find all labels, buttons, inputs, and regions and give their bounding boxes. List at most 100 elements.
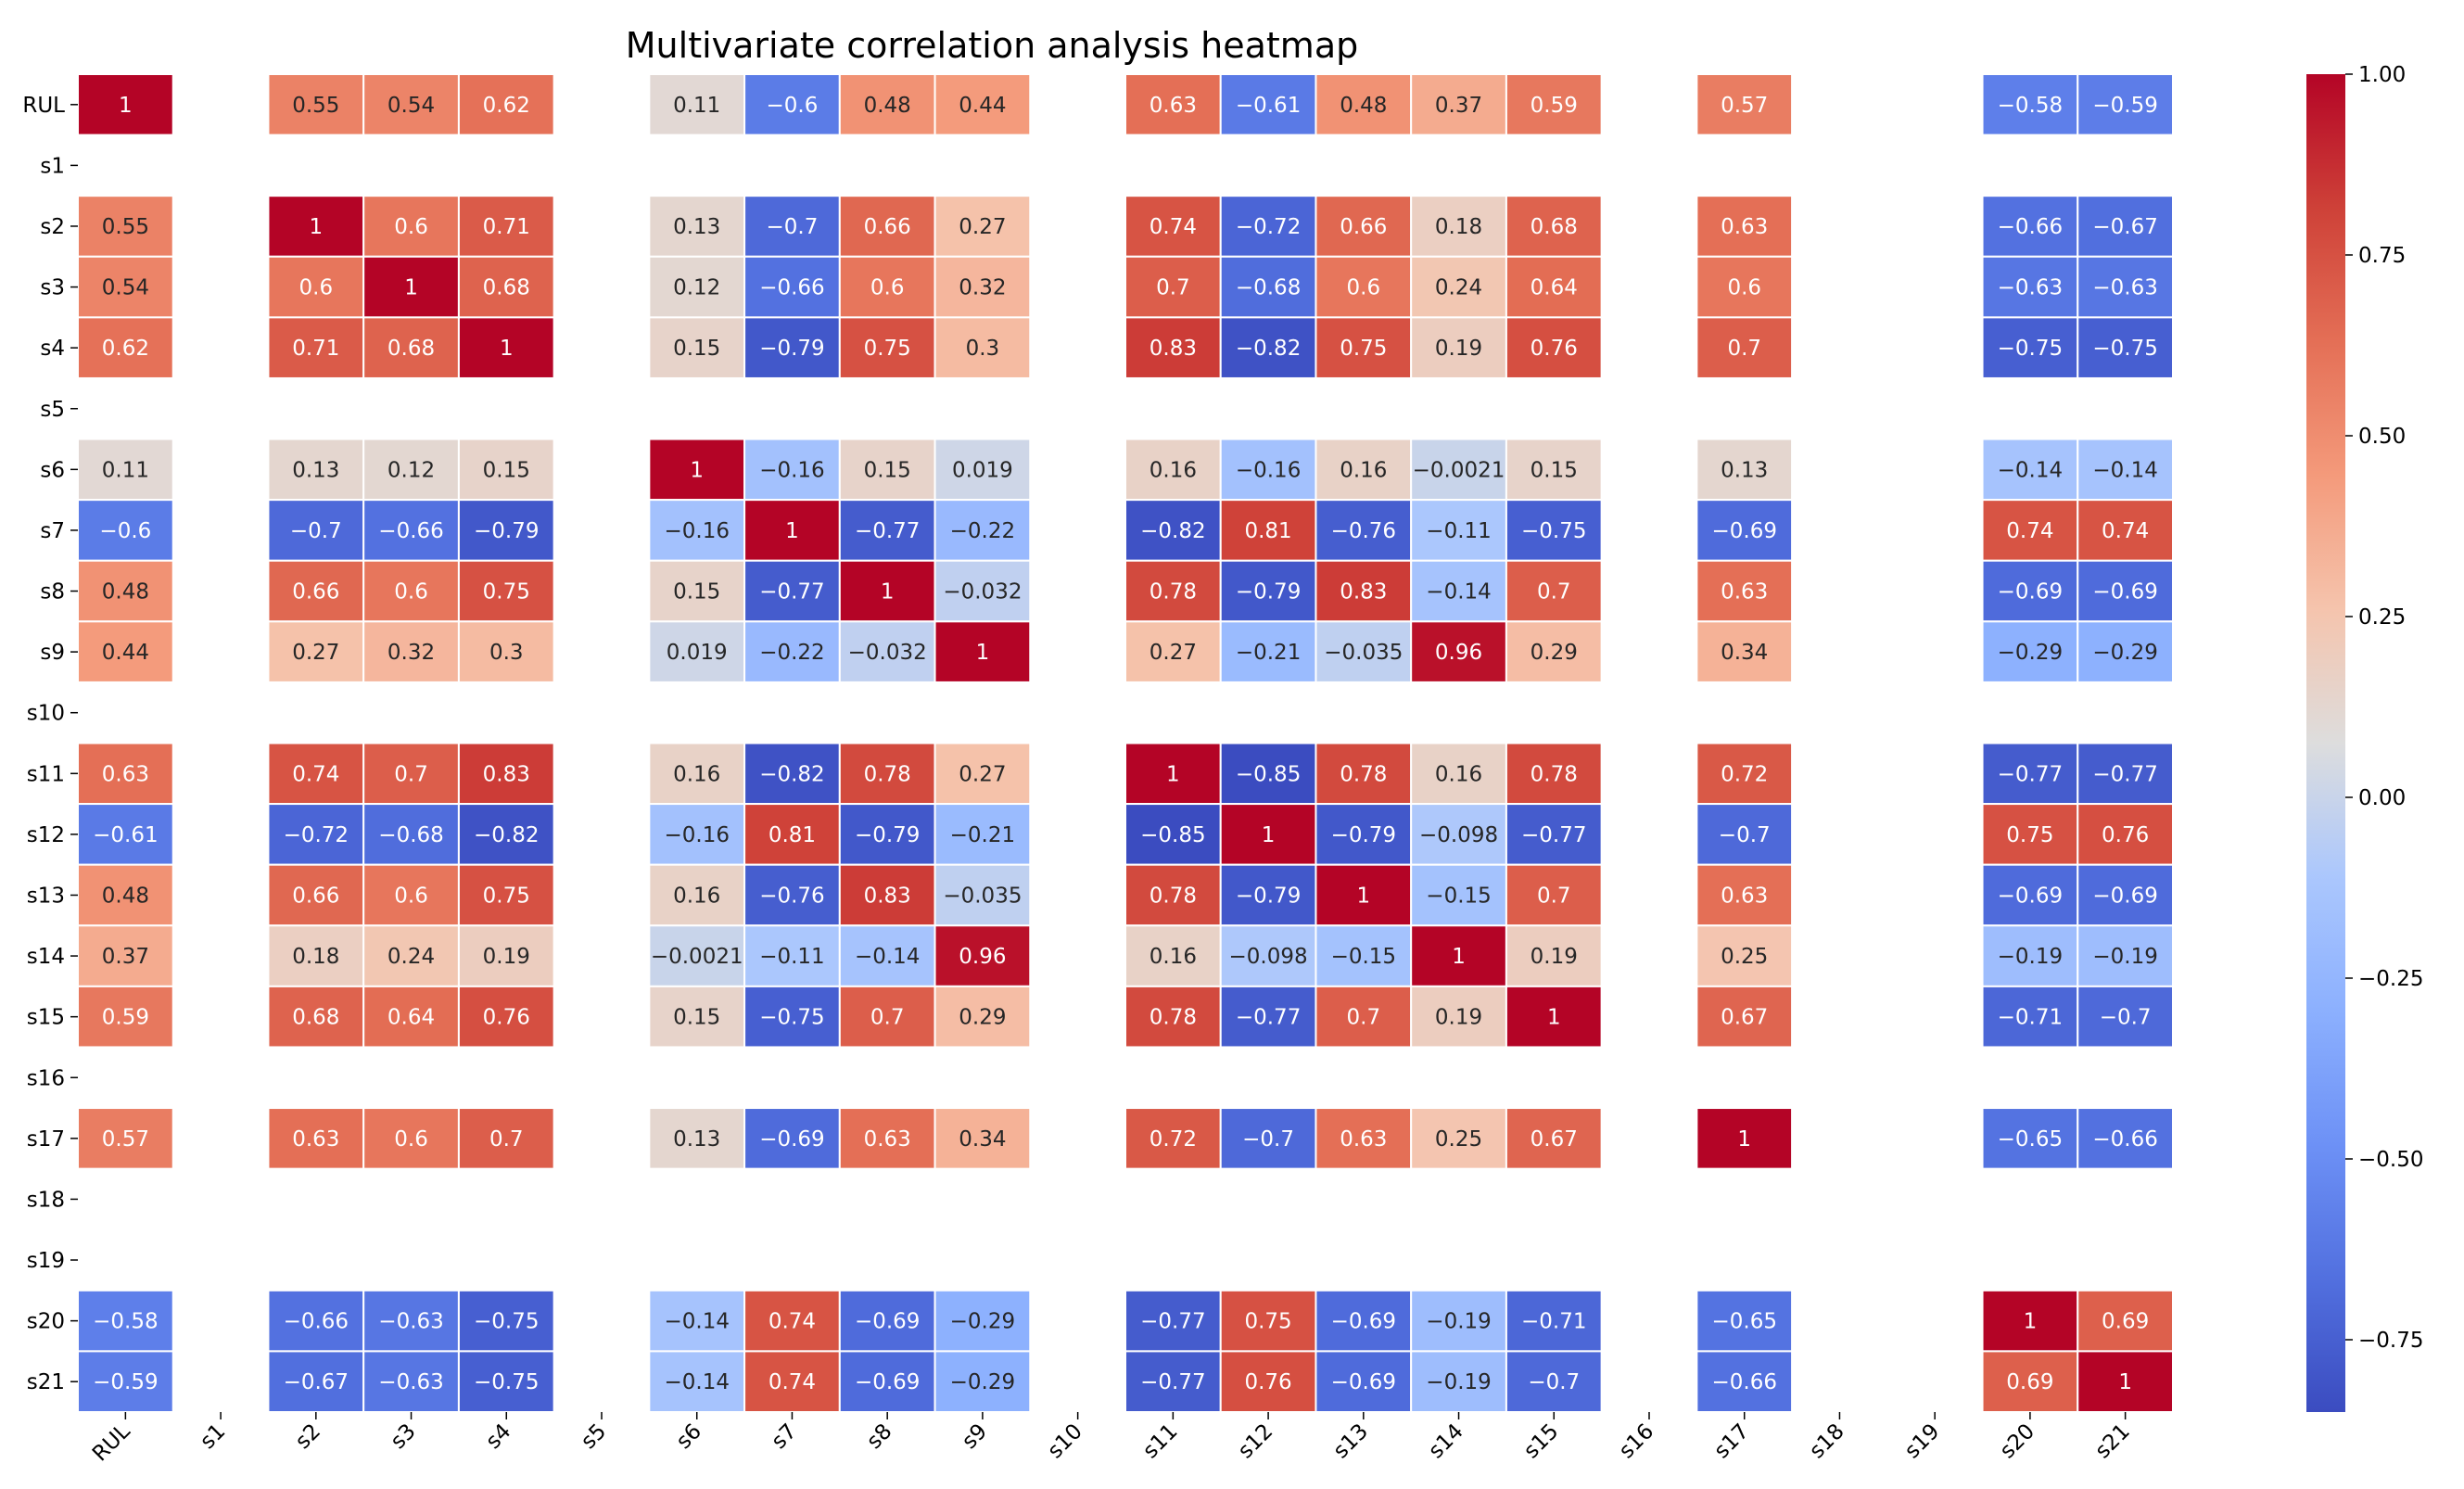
x-label-s15: s15: [1519, 1419, 1564, 1464]
cell-value-s9-s11: 0.27: [1149, 641, 1197, 665]
colorbar-ticks: 1.00 0.75 0.50 0.25 0.00 −0.25 −0.50 −0.75: [2345, 63, 2423, 1353]
heatmap-cell-s20-s7: [743, 1289, 841, 1353]
heatmap-cell-s3-s12: [1219, 255, 1317, 319]
heatmap-cell-s6-s15: [1505, 438, 1603, 502]
x-label-s10: s10: [1043, 1419, 1087, 1464]
cell-value-s8-s7: −0.77: [759, 580, 824, 605]
cell-value-s17-s7: −0.69: [759, 1127, 824, 1152]
heatmap-cell-s13-s2: [267, 863, 365, 927]
y-label-s11: s11: [27, 762, 65, 786]
heatmap-cell-s6-s7: [743, 438, 841, 502]
heatmap-cell-s20-s3: [362, 1289, 460, 1353]
cell-value-s21-RUL: −0.59: [93, 1370, 158, 1394]
cell-value-s9-s20: −0.29: [1998, 641, 2063, 665]
cell-value-s12-s20: 0.75: [2006, 823, 2053, 847]
cell-value-s9-s13: −0.035: [1324, 641, 1403, 665]
heatmap-cell-s8-s11: [1124, 559, 1222, 623]
heatmap-cell-s8-s7: [743, 559, 841, 623]
cell-value-s15-s9: 0.29: [959, 1006, 1006, 1030]
cell-value-s7-s17: −0.69: [1711, 519, 1776, 543]
heatmap-cell-s2-s3: [362, 195, 460, 258]
cell-value-s14-s11: 0.16: [1149, 945, 1197, 969]
heatmap-cell-s13-s15: [1505, 863, 1603, 927]
cell-value-s7-s13: −0.76: [1331, 519, 1396, 543]
cell-value-s6-s17: 0.13: [1721, 458, 1768, 482]
heatmap-cell-s4-RUL: [77, 316, 174, 379]
colorbar-tick-label: 1.00: [2358, 63, 2406, 87]
y-label-s3: s3: [40, 276, 65, 300]
heatmap-cell-s6-s13: [1315, 438, 1413, 502]
cell-value-RUL-s21: −0.59: [2092, 94, 2157, 118]
cell-value-s14-s13: −0.15: [1331, 945, 1396, 969]
heatmap-cell-s12-RUL: [77, 803, 174, 866]
cell-value-RUL-s20: −0.58: [1998, 94, 2063, 118]
cell-value-s15-s12: −0.77: [1236, 1006, 1301, 1030]
heatmap-cell-s4-s13: [1315, 316, 1413, 379]
heatmap-cell-s17-s9: [934, 1107, 1032, 1170]
heatmap-cell-RUL-s9: [934, 73, 1032, 136]
heatmap-cell-s6-s6: [648, 438, 746, 502]
x-label-s6: s6: [672, 1419, 706, 1454]
heatmap-cell-s20-s4: [457, 1289, 555, 1353]
cell-value-s13-s12: −0.79: [1236, 884, 1301, 908]
cell-value-s4-s4: 1: [500, 337, 514, 361]
cell-value-s3-s8: 0.6: [870, 276, 905, 300]
cell-value-s9-RUL: 0.44: [102, 641, 149, 665]
heatmap-cell-s21-s4: [457, 1350, 555, 1413]
cell-value-s21-s12: 0.76: [1244, 1370, 1291, 1394]
heatmap-cell-s15-s8: [838, 985, 936, 1049]
cell-value-s21-s15: −0.7: [1528, 1370, 1580, 1394]
cell-value-s11-s20: −0.77: [1998, 762, 2063, 786]
cell-value-s20-s6: −0.14: [664, 1310, 729, 1334]
heatmap-cell-s12-s13: [1315, 803, 1413, 866]
heatmap-cell-s17-s20: [1981, 1107, 2079, 1170]
cell-value-s21-s11: −0.77: [1140, 1370, 1205, 1394]
heatmap-cell-s8-s21: [2077, 559, 2174, 623]
cell-value-s8-s9: −0.032: [943, 580, 1022, 605]
cell-value-s20-s2: −0.66: [284, 1310, 349, 1334]
x-label-s5: s5: [577, 1419, 611, 1454]
cell-value-s2-s20: −0.66: [1998, 215, 2063, 239]
heatmap-cell-s6-s4: [457, 438, 555, 502]
heatmap-cell-s7-s9: [934, 499, 1032, 562]
heatmap-cell-s14-s6: [648, 924, 746, 987]
heatmap-cell-s17-s21: [2077, 1107, 2174, 1170]
cell-value-s3-s14: 0.24: [1435, 276, 1482, 300]
cell-value-s6-s3: 0.12: [387, 458, 435, 482]
cell-value-s9-s17: 0.34: [1721, 641, 1768, 665]
heatmap-cell-RUL-s12: [1219, 73, 1317, 136]
heatmap-cell-s9-s20: [1981, 620, 2079, 683]
cell-value-RUL-s13: 0.48: [1340, 94, 1387, 118]
heatmap-cell-s4-s15: [1505, 316, 1603, 379]
heatmap-cell-s9-s17: [1696, 620, 1794, 683]
cell-value-RUL-s4: 0.62: [483, 94, 530, 118]
colorbar-tick-label: −0.50: [2358, 1148, 2423, 1172]
cell-value-s12-s2: −0.72: [284, 823, 349, 847]
heatmap-cell-s15-s9: [934, 985, 1032, 1049]
heatmap-cell-s7-s3: [362, 499, 460, 562]
cell-value-s7-s20: 0.74: [2006, 519, 2053, 543]
cell-value-s7-s6: −0.16: [664, 519, 729, 543]
cell-value-s4-s9: 0.3: [966, 337, 1000, 361]
cell-value-s20-RUL: −0.58: [93, 1310, 158, 1334]
cell-value-s20-s11: −0.77: [1140, 1310, 1205, 1334]
cell-value-s20-s15: −0.71: [1521, 1310, 1586, 1334]
cell-value-s2-s17: 0.63: [1721, 215, 1768, 239]
y-label-s7: s7: [40, 519, 65, 543]
cell-value-s17-s12: −0.7: [1242, 1127, 1294, 1152]
cell-value-s13-s3: 0.6: [394, 884, 428, 908]
x-label-s17: s17: [1709, 1419, 1754, 1464]
cell-value-RUL-s7: −0.6: [767, 94, 819, 118]
cell-value-s17-s20: −0.65: [1998, 1127, 2063, 1152]
cell-value-s15-s2: 0.68: [292, 1006, 339, 1030]
heatmap-cell-s14-s15: [1505, 924, 1603, 987]
cell-value-s12-s13: −0.79: [1331, 823, 1396, 847]
heatmap-cell-s8-s14: [1410, 559, 1507, 623]
cell-value-s6-s6: 1: [690, 458, 704, 482]
cell-value-s4-s7: −0.79: [759, 337, 824, 361]
cell-value-s12-RUL: −0.61: [93, 823, 158, 847]
cell-value-s8-s12: −0.79: [1236, 580, 1301, 605]
heatmap-cell-RUL-s21: [2077, 73, 2174, 136]
cell-value-s4-s21: −0.75: [2092, 337, 2157, 361]
heatmap-cell-s8-s9: [934, 559, 1032, 623]
